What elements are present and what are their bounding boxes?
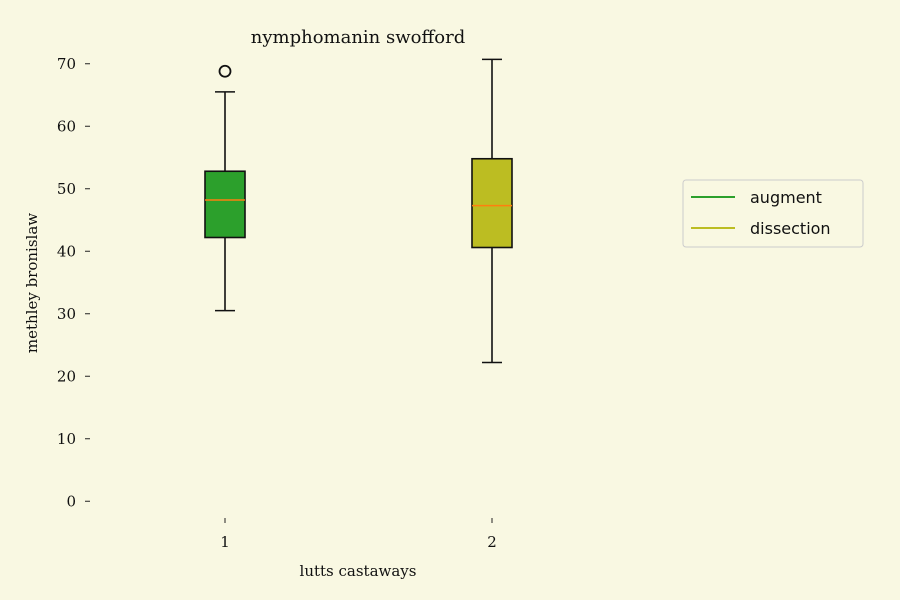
boxes-group	[204, 58, 513, 364]
y-axis: 0 10 20 30 40 50 60 70	[57, 55, 90, 510]
y-tick-label: 50	[57, 180, 76, 198]
y-tick-label: 40	[57, 242, 76, 260]
x-tick-label: 1	[220, 533, 230, 551]
y-axis-label: methley bronislaw	[23, 213, 41, 353]
y-tick-label: 20	[57, 367, 76, 385]
y-tick-label: 70	[57, 55, 76, 73]
y-tick-label: 30	[57, 305, 76, 323]
chart-title: nymphomanin swofford	[251, 27, 465, 48]
y-tick-label: 0	[66, 492, 76, 510]
y-tick-label: 10	[57, 430, 76, 448]
legend-label-augment: augment	[750, 188, 822, 207]
legend-label-dissection: dissection	[750, 219, 831, 238]
box-2-iqr	[471, 157, 513, 249]
legend: augment dissection	[682, 179, 864, 248]
y-tick-label: 60	[57, 117, 76, 135]
x-axis-label: lutts castaways	[300, 562, 417, 580]
box-1-outlier	[218, 64, 232, 78]
x-tick-label: 2	[487, 533, 497, 551]
box-1-iqr	[204, 170, 246, 239]
